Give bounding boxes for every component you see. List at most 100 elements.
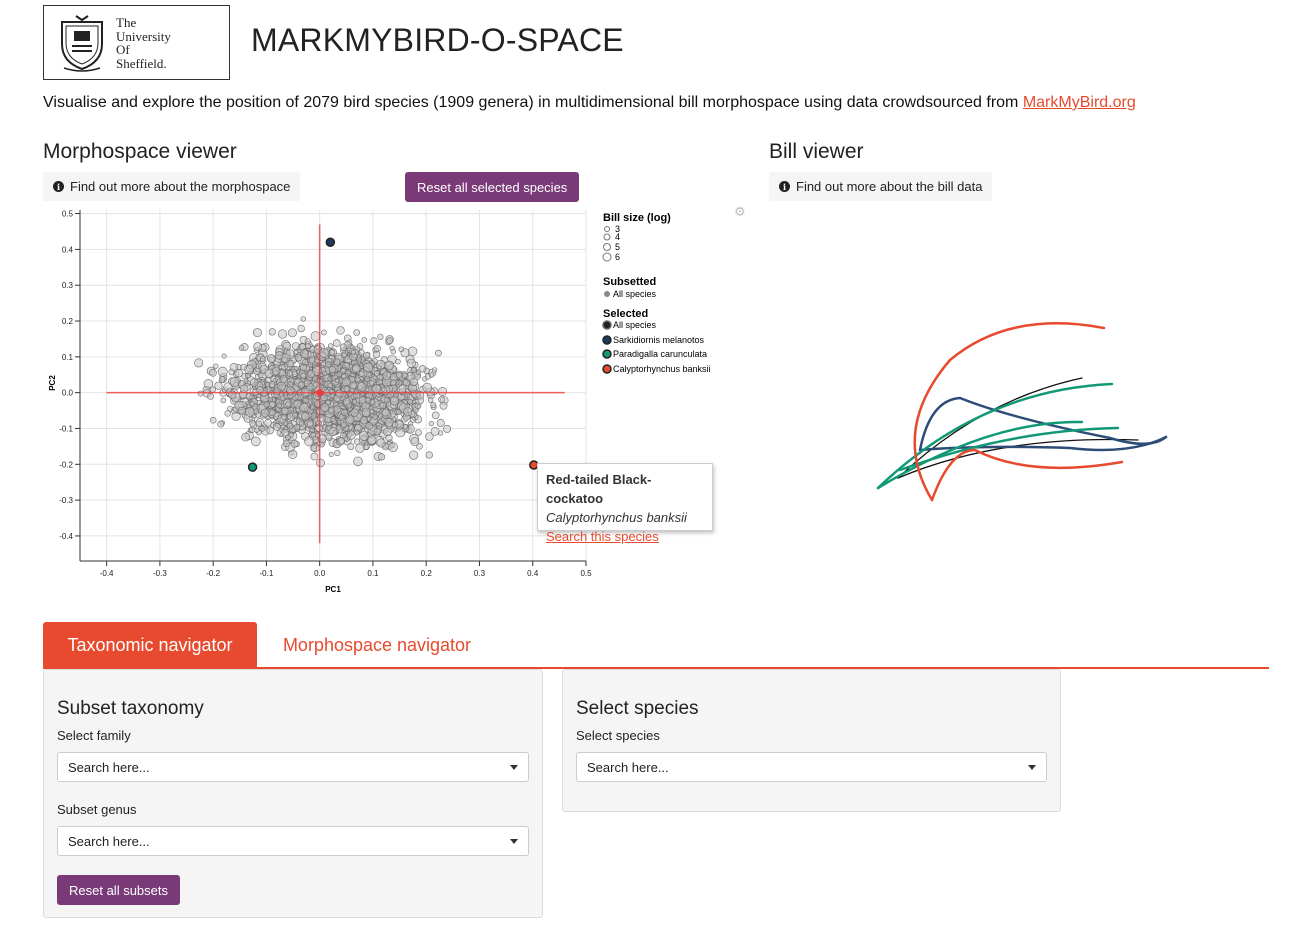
select-family-value: Search here... — [68, 759, 150, 775]
data-point — [310, 444, 318, 452]
chevron-down-icon — [510, 764, 518, 770]
data-point — [346, 430, 356, 440]
data-point — [322, 370, 328, 377]
data-point — [396, 371, 403, 379]
tooltip-scientific-name: Calyptorhynchus banksii — [546, 510, 687, 525]
data-point — [407, 346, 418, 357]
reset-all-subsets-button[interactable]: Reset all subsets — [57, 875, 180, 905]
data-point — [390, 379, 397, 386]
y-tick-label: 0.2 — [62, 317, 74, 326]
legend-size-marker — [604, 226, 610, 232]
data-point — [370, 337, 378, 345]
x-tick-label: 0.2 — [421, 569, 433, 578]
data-point — [277, 381, 287, 391]
data-point — [349, 381, 358, 390]
data-point — [306, 420, 314, 428]
data-point — [368, 380, 375, 386]
morphospace-chart[interactable]: -0.4 -0.3 -0.2 -0.1 0.0 0.1 0.2 0.3 0.4 0.5 0.5 0.4… — [43, 203, 743, 603]
y-tick-label: 0.4 — [62, 245, 74, 254]
data-point — [310, 331, 321, 342]
data-point — [218, 376, 226, 383]
data-point — [395, 358, 401, 365]
data-point — [244, 364, 254, 375]
data-point — [286, 422, 294, 430]
select-species-heading: Select species — [576, 698, 699, 719]
data-point — [355, 443, 365, 453]
data-point — [253, 342, 262, 351]
data-point — [293, 349, 299, 355]
data-point — [229, 377, 240, 387]
chart-settings-gear-icon[interactable]: ⚙ — [734, 204, 746, 219]
data-point — [320, 329, 327, 336]
select-family-label: Select family — [57, 728, 131, 743]
data-point — [239, 384, 249, 394]
x-tick-label: -0.3 — [153, 569, 167, 578]
tab-taxonomic-navigator[interactable]: Taxonomic navigator — [43, 622, 257, 669]
subset-taxonomy-panel: Subset taxonomy Select family Search her… — [43, 669, 543, 918]
data-point — [409, 416, 416, 423]
select-family-dropdown[interactable]: Search here... — [57, 752, 529, 782]
data-point — [328, 426, 338, 436]
data-point — [345, 415, 355, 425]
select-species-label: Select species — [576, 728, 660, 743]
morphospace-info-label: Find out more about the morphospace — [70, 179, 291, 194]
info-icon: i — [53, 181, 64, 192]
data-point — [354, 376, 361, 383]
data-point — [224, 410, 231, 417]
data-point — [359, 416, 368, 425]
selected-point[interactable] — [247, 462, 258, 472]
data-point — [379, 402, 387, 410]
data-point — [398, 346, 405, 353]
reset-selected-species-button[interactable]: Reset all selected species — [405, 172, 580, 202]
morphospace-info-button[interactable]: i Find out more about the morphospace — [43, 172, 301, 201]
legend-size-item: 4 — [615, 232, 620, 242]
data-point — [234, 368, 243, 378]
data-point — [365, 422, 373, 430]
data-point — [251, 436, 261, 447]
data-point — [425, 451, 433, 459]
data-point — [194, 358, 204, 368]
intro-text: Visualise and explore the position of 20… — [43, 94, 1136, 112]
markmybird-link[interactable]: MarkMyBird.org — [1022, 94, 1136, 111]
select-species-dropdown[interactable]: Search here... — [576, 752, 1047, 782]
y-tick-label: 0.5 — [62, 210, 74, 219]
data-point — [443, 424, 452, 433]
legend-selected-item: Paradigalla carunculata — [613, 349, 707, 359]
tab-morphospace-navigator[interactable]: Morphospace navigator — [282, 635, 472, 655]
subset-genus-dropdown[interactable]: Search here... — [57, 826, 529, 856]
data-point — [217, 420, 225, 428]
chart-legend: Bill size (log) 3 4 5 6 Subsetted All sp… — [602, 212, 711, 374]
data-point — [367, 435, 377, 445]
data-point — [438, 387, 448, 397]
legend-size-item: 5 — [615, 242, 620, 252]
data-point — [311, 375, 318, 382]
search-this-species-link[interactable]: Search this species — [546, 529, 659, 544]
data-point — [292, 411, 298, 418]
data-point — [300, 316, 306, 322]
data-point — [339, 343, 348, 351]
data-point — [340, 422, 347, 429]
data-point — [266, 426, 275, 435]
data-point — [250, 378, 259, 387]
selected-point[interactable] — [325, 237, 336, 247]
data-point — [427, 397, 434, 403]
bill-viewer-drawing — [876, 322, 1168, 502]
data-point — [438, 396, 445, 403]
data-point — [260, 408, 270, 418]
data-point — [383, 427, 392, 437]
data-point — [347, 443, 355, 451]
y-tick-label: -0.4 — [59, 532, 73, 541]
data-point — [197, 390, 204, 397]
bill-info-button[interactable]: i Find out more about the bill data — [769, 172, 993, 201]
data-point — [364, 376, 370, 382]
data-point — [350, 349, 356, 355]
data-point — [209, 369, 217, 377]
data-point — [350, 408, 359, 417]
data-point — [213, 363, 219, 369]
data-point — [282, 439, 291, 447]
subset-genus-label: Subset genus — [57, 802, 137, 817]
data-point — [299, 349, 309, 359]
data-point — [277, 329, 288, 339]
data-point — [275, 351, 284, 360]
data-point — [320, 402, 330, 412]
